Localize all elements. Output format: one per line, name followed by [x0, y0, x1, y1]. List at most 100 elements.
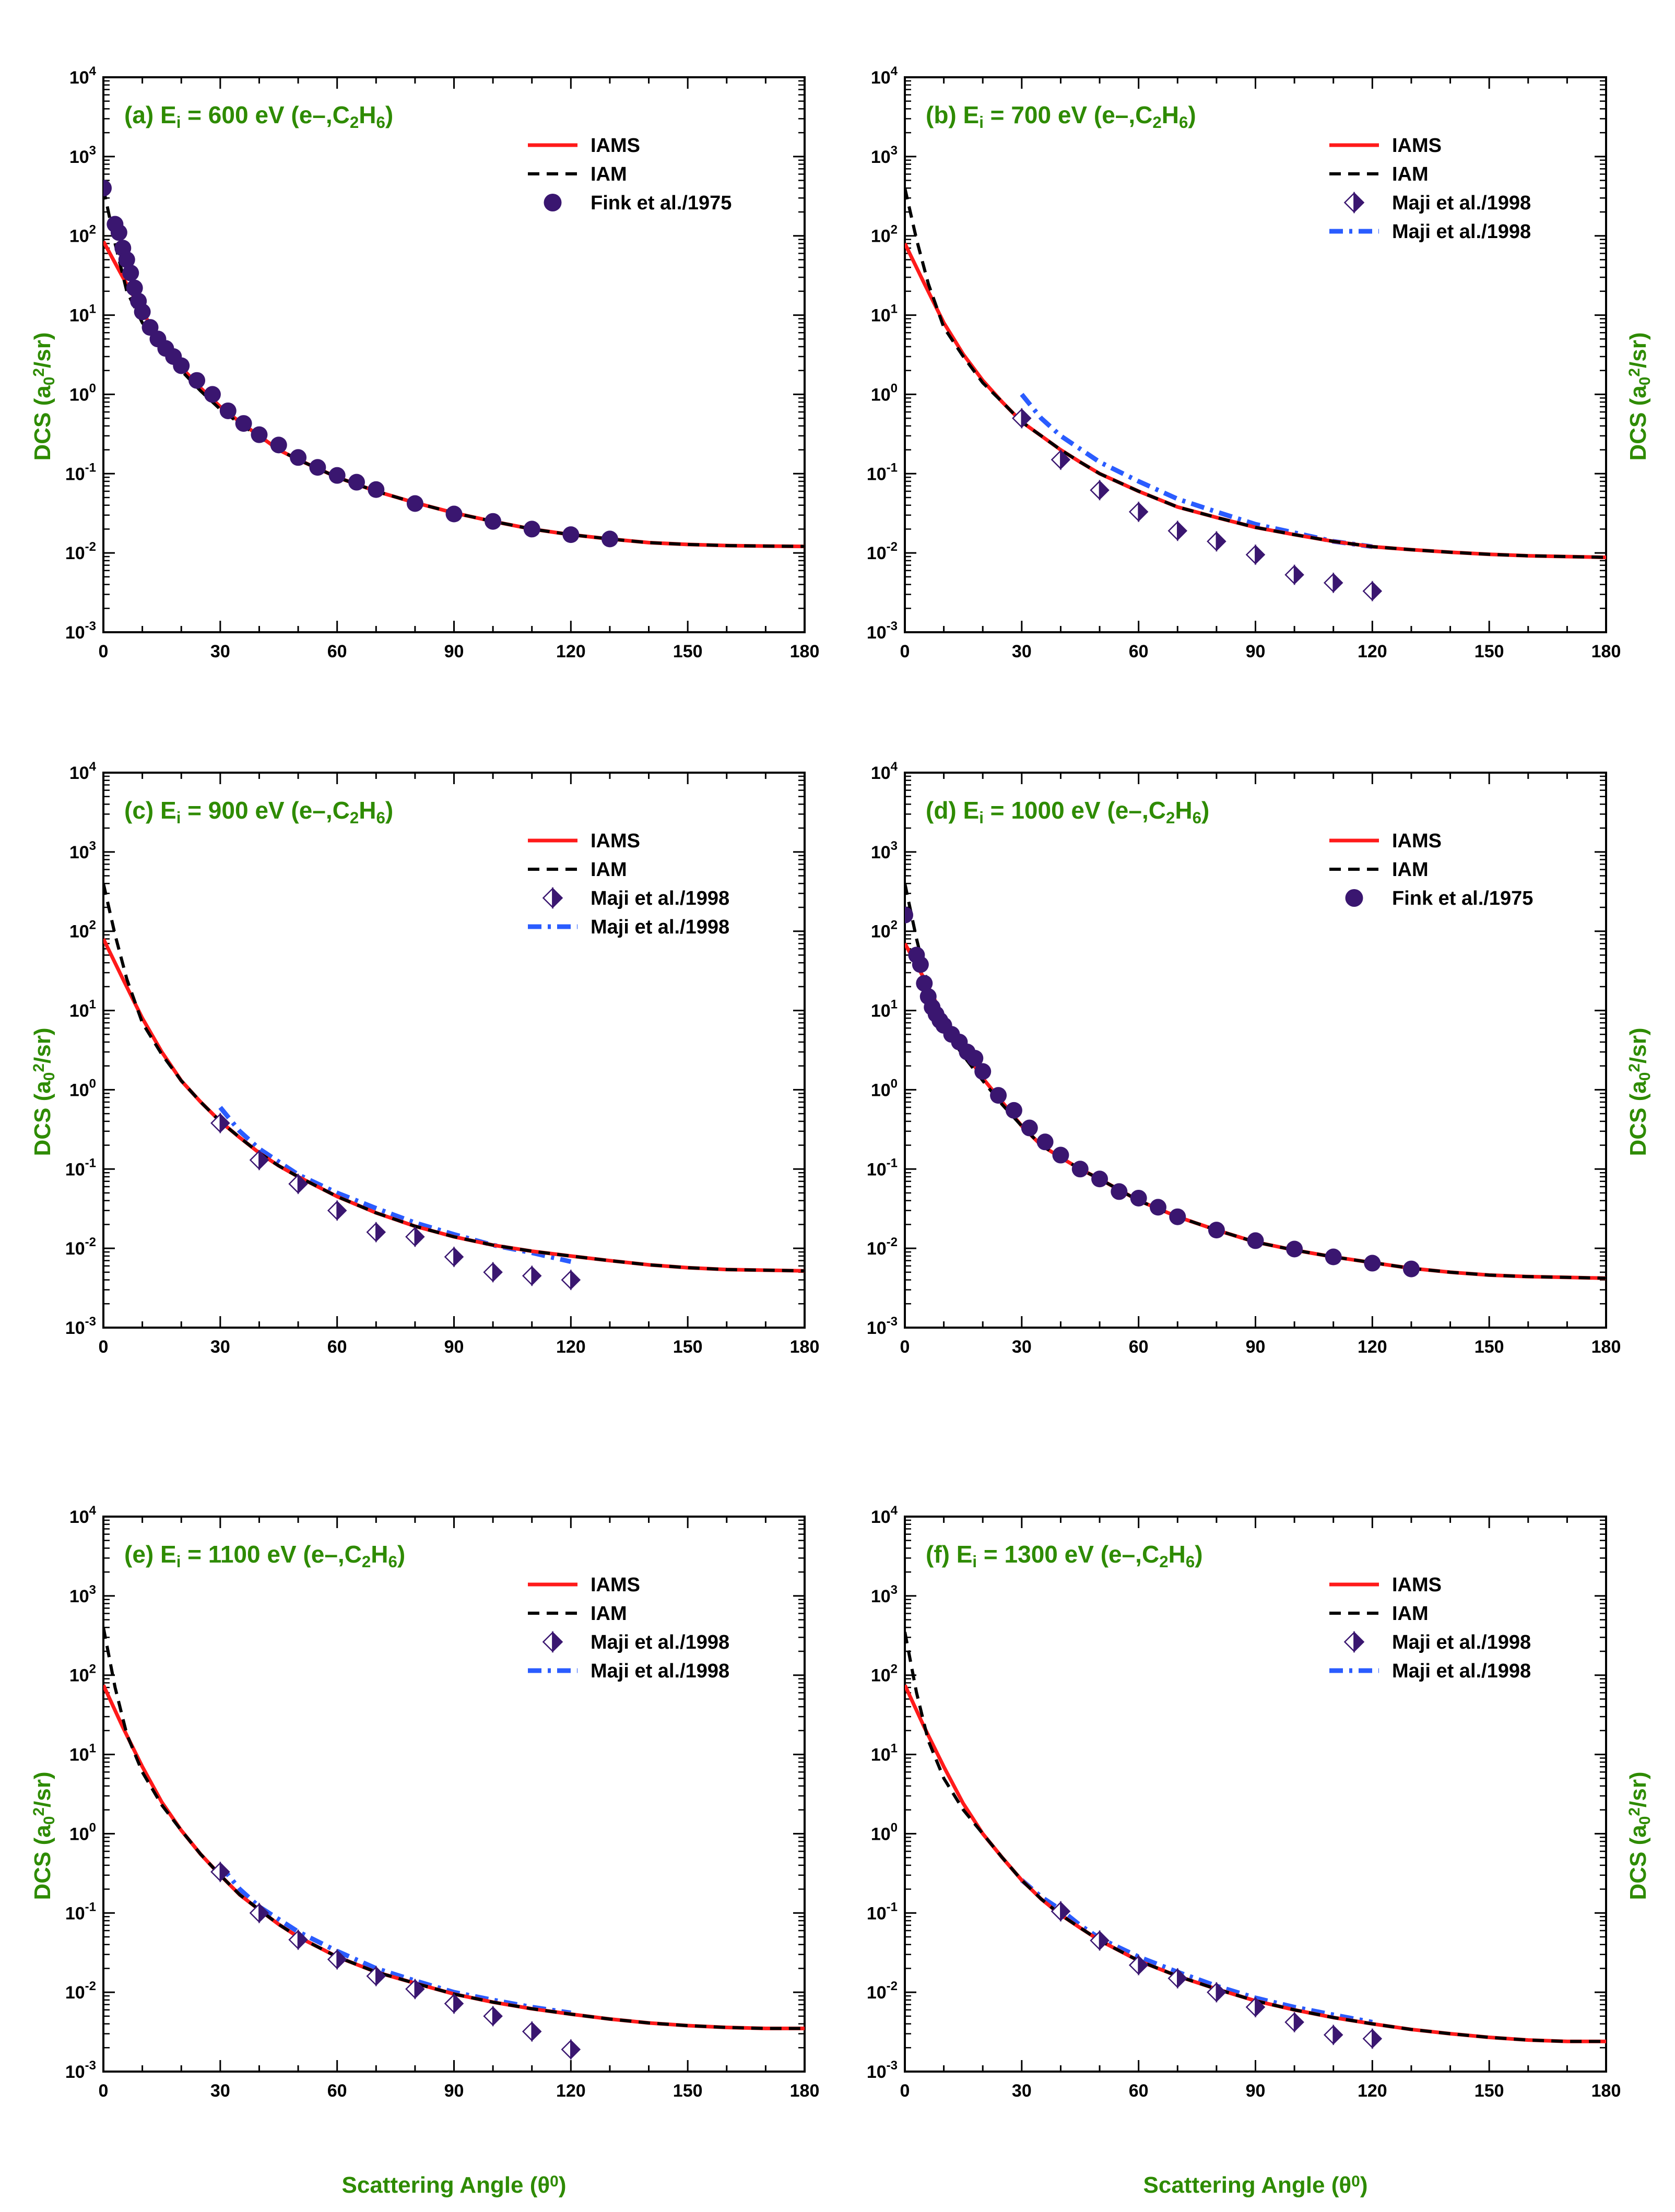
- data-point-diamond: [210, 1861, 230, 1883]
- panel-title-part: = 600 eV (e–,C: [181, 101, 349, 128]
- y-tick-base: 10: [871, 147, 891, 167]
- panel-title-part: ): [385, 101, 393, 128]
- y-tick-exponent: -2: [85, 1235, 96, 1249]
- diamond-left-half: [366, 1222, 377, 1243]
- y-tick-base: 10: [69, 1001, 89, 1021]
- panel-title-part: = 1000 eV (e–,C: [984, 797, 1166, 824]
- panel-title: (b) Ei = 700 eV (e–,C2H6): [926, 101, 1196, 132]
- y-tick-base: 10: [867, 464, 887, 484]
- diamond-left-half: [483, 1261, 494, 1283]
- data-point-circle: [406, 495, 423, 512]
- y-tick-base: 10: [69, 385, 89, 405]
- panel-title-part: 6: [1179, 113, 1188, 132]
- x-tick-label: 150: [1475, 642, 1504, 661]
- x-axis-label-part: Scattering Angle (θ: [1143, 2172, 1352, 2198]
- data-point-circle: [445, 505, 463, 523]
- y-axis-label-part: /sr): [30, 332, 55, 368]
- panel-title: (e) Ei = 1100 eV (e–,C2H6): [124, 1541, 405, 1571]
- legend-swatch-circle: [1345, 889, 1363, 907]
- legend-label: IAMS: [1392, 135, 1442, 157]
- x-tick-label: 60: [1129, 2081, 1149, 2101]
- y-tick-base: 10: [69, 1666, 89, 1686]
- y-tick-label: 10-2: [65, 1979, 96, 2003]
- data-point-circle: [110, 224, 127, 241]
- diamond-left-half: [1090, 479, 1101, 501]
- y-tick-label: 102: [69, 223, 96, 246]
- diamond-left-half: [1343, 1630, 1355, 1653]
- data-point-diamond: [1051, 1901, 1071, 1922]
- diamond-right-half: [1293, 2012, 1304, 2033]
- y-tick-base: 10: [871, 1080, 891, 1100]
- y-tick-label: 103: [871, 1583, 898, 1606]
- data-point-diamond: [1362, 2028, 1383, 2050]
- y-tick-base: 10: [867, 1983, 887, 2003]
- data-point-diamond: [1167, 520, 1188, 541]
- diamond-right-half: [531, 2021, 542, 2042]
- legend-label: IAM: [1392, 1603, 1429, 1625]
- diamond-left-half: [288, 1173, 299, 1194]
- plot-area: [905, 883, 1606, 1280]
- diamond-right-half: [552, 886, 563, 909]
- y-tick-label: 100: [69, 1820, 96, 1844]
- y-tick-label: 100: [871, 1820, 898, 1844]
- legend-label: IAM: [591, 163, 627, 185]
- x-tick-label: 120: [1358, 642, 1387, 661]
- panel-title-part: H: [1169, 1541, 1186, 1568]
- y-axis-label-part: DCS (a: [1625, 385, 1651, 461]
- y-tick-label: 103: [69, 839, 96, 862]
- data-point-circle: [485, 513, 502, 530]
- series-line-dashdot: [218, 1864, 571, 2016]
- y-tick-base: 10: [69, 147, 89, 167]
- legend-label: IAM: [591, 859, 627, 881]
- y-tick-exponent: 4: [89, 1504, 97, 1518]
- diamond-right-half: [1353, 1630, 1365, 1653]
- y-tick-label: 100: [871, 381, 898, 405]
- y-tick-exponent: -1: [887, 460, 898, 475]
- y-tick-exponent: -3: [85, 2059, 96, 2073]
- legend-label: IAMS: [591, 830, 640, 852]
- data-point-diamond: [522, 2021, 542, 2042]
- legend-label: Maji et al./1998: [591, 888, 729, 909]
- data-point-diamond: [561, 2039, 581, 2060]
- data-point-circle: [1208, 1222, 1225, 1239]
- diamond-left-half: [327, 1200, 338, 1221]
- y-tick-exponent: 1: [891, 998, 898, 1012]
- data-point-circle: [966, 1049, 984, 1067]
- y-tick-label: 100: [871, 1077, 898, 1100]
- y-tick-exponent: 1: [89, 998, 96, 1012]
- x-tick-label: 30: [210, 642, 230, 661]
- y-axis-label-part: 2: [1626, 1063, 1643, 1072]
- y-axis-label-part: DCS (a: [1625, 1825, 1651, 1900]
- data-point-diamond: [327, 1200, 347, 1221]
- y-axis-label-part: /sr): [1625, 1771, 1651, 1807]
- diamond-right-half: [570, 2039, 581, 2060]
- y-tick-base: 10: [69, 843, 89, 862]
- panel-title-part: (e) E: [124, 1541, 176, 1568]
- y-tick-base: 10: [65, 2062, 85, 2082]
- y-tick-base: 10: [69, 227, 89, 246]
- y-tick-base: 10: [871, 843, 891, 862]
- data-point-diamond: [1128, 1955, 1149, 1976]
- x-tick-label: 180: [1591, 1337, 1621, 1357]
- x-tick-label: 90: [444, 1337, 464, 1357]
- y-axis-label-part: DCS (a: [30, 1081, 55, 1156]
- y-tick-base: 10: [867, 1239, 887, 1259]
- diamond-left-half: [1284, 564, 1295, 586]
- y-tick-base: 10: [65, 1239, 85, 1259]
- y-axis-label: DCS (a02/sr): [30, 1027, 58, 1156]
- y-tick-base: 10: [871, 1666, 891, 1686]
- x-tick-label: 60: [327, 2081, 347, 2101]
- y-tick-exponent: 3: [891, 144, 898, 158]
- y-tick-exponent: 4: [891, 760, 898, 774]
- data-point-circle: [348, 474, 365, 491]
- data-point-diamond: [1245, 544, 1266, 565]
- series-line-dashed: [905, 187, 1606, 559]
- data-point-circle: [1021, 1119, 1038, 1137]
- data-point-diamond: [444, 1993, 464, 2014]
- panel-title-part: 2: [1166, 809, 1175, 827]
- diamond-right-half: [453, 1246, 464, 1268]
- diamond-right-half: [1021, 408, 1032, 429]
- data-point-diamond: [1323, 2024, 1343, 2045]
- data-point-diamond: [1128, 501, 1149, 523]
- y-tick-exponent: -1: [85, 1156, 96, 1170]
